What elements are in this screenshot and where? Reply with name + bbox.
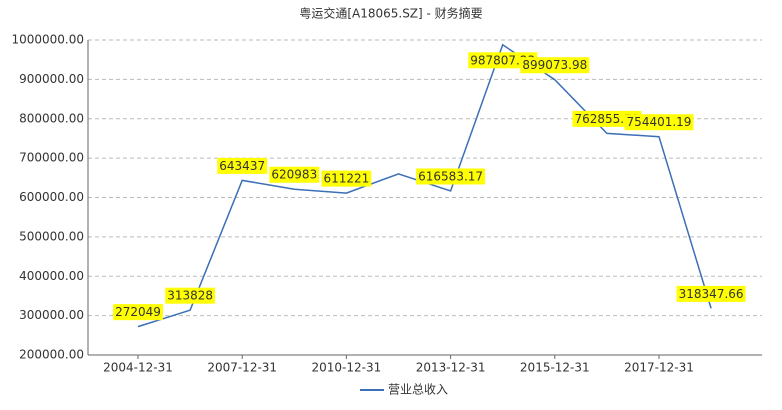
data-label-bg — [624, 114, 694, 131]
x-tick-label: 2004-12-31 — [103, 361, 173, 375]
data-label: 762855.72 — [574, 112, 639, 126]
chart-title: 粤运交通[A18065.SZ] - 财务摘要 — [299, 6, 482, 21]
data-label: 620983 — [271, 168, 317, 182]
x-tick-label: 2010-12-31 — [312, 361, 382, 375]
data-label: 754401.19 — [627, 115, 692, 129]
data-label-bg — [676, 285, 746, 302]
data-label-bg — [321, 170, 372, 187]
data-label-bg — [113, 304, 163, 321]
y-tick-label: 600000.00 — [19, 190, 84, 204]
y-tick-label: 300000.00 — [19, 308, 84, 322]
data-label: 272049 — [115, 305, 161, 319]
data-label: 611221 — [323, 172, 369, 186]
data-label-bg — [468, 52, 538, 69]
data-label-bg — [217, 157, 268, 174]
data-label-bg — [269, 166, 320, 183]
y-tick-label: 1000000.00 — [11, 33, 84, 47]
x-tick-label: 2013-12-31 — [416, 361, 486, 375]
data-label: 313828 — [167, 289, 213, 303]
legend-label: 营业总收入 — [388, 383, 448, 397]
data-label-bg — [165, 287, 216, 304]
y-tick-label: 900000.00 — [19, 72, 84, 86]
x-tick-label: 2015-12-31 — [520, 361, 590, 375]
data-label: 987807.23 — [470, 53, 535, 67]
data-label-bg — [520, 57, 590, 74]
data-label: 643437 — [219, 159, 265, 173]
data-label: 318347.66 — [679, 287, 744, 301]
x-tick-label: 2007-12-31 — [207, 361, 277, 375]
x-tick-label: 2017-12-31 — [624, 361, 694, 375]
y-tick-label: 800000.00 — [19, 111, 84, 125]
data-label-bg — [572, 110, 642, 127]
data-label: 899073.98 — [522, 58, 587, 72]
data-label: 616583.17 — [418, 169, 483, 183]
y-tick-label: 700000.00 — [19, 151, 84, 165]
y-tick-label: 400000.00 — [19, 269, 84, 283]
line — [137, 43, 712, 328]
data-label-bg — [416, 168, 486, 185]
y-tick-label: 200000.00 — [19, 348, 84, 362]
y-tick-label: 500000.00 — [19, 229, 84, 243]
